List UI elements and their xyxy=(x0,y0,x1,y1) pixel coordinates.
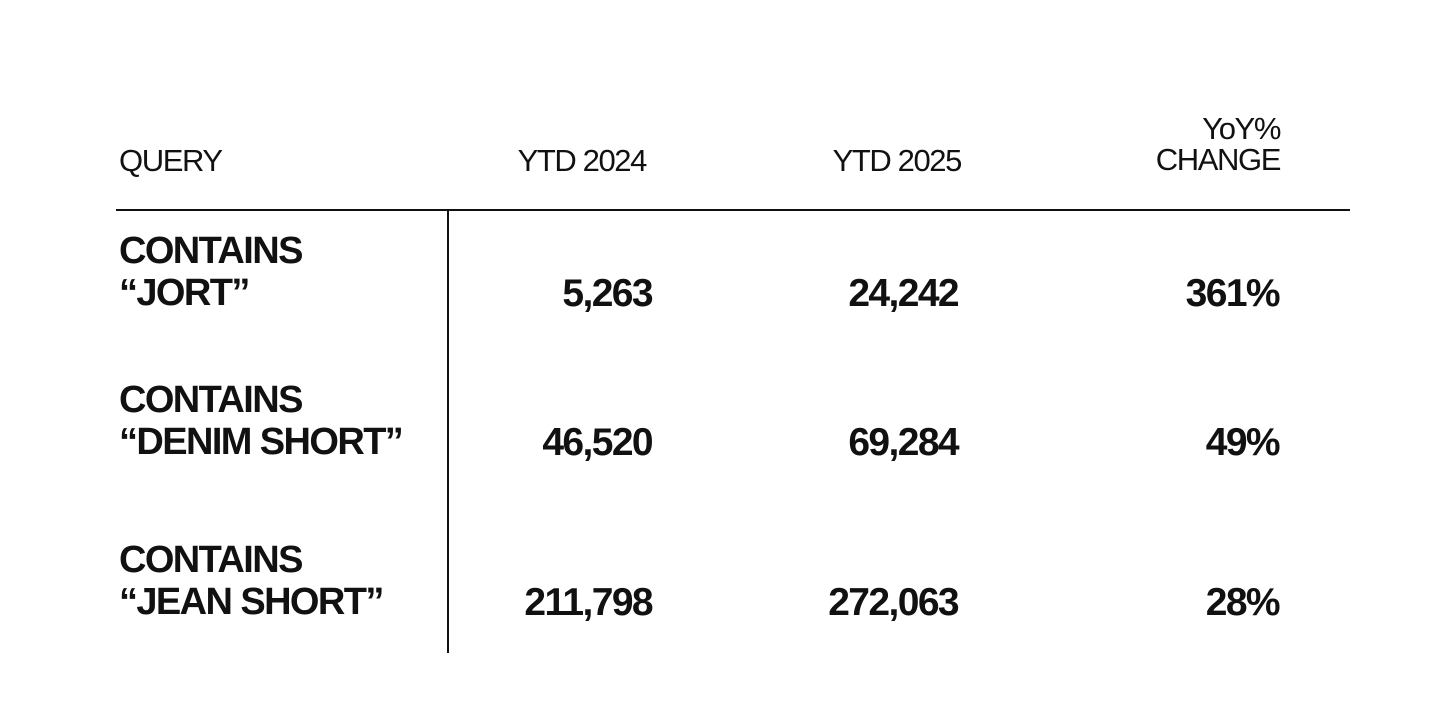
header-query: QUERY xyxy=(119,143,223,178)
row-3-query: CONTAINS “JEAN SHORT” xyxy=(119,539,384,623)
header-ytd-2025: YTD 2025 xyxy=(832,143,963,178)
row-1-yoy-change: 361% xyxy=(1185,272,1281,315)
row-1-ytd-2025: 24,242 xyxy=(848,272,959,315)
row-1-query-line2: “JORT” xyxy=(119,272,250,314)
row-2-query-line1: CONTAINS xyxy=(119,379,303,421)
row-3-ytd-2025: 272,063 xyxy=(828,581,959,624)
header-ytd-2024: YTD 2024 xyxy=(517,143,648,178)
header-yoy-change: YoY% CHANGE xyxy=(1155,111,1282,177)
header-yoy-line1: YoY% xyxy=(1202,111,1281,146)
row-3-query-line2: “JEAN SHORT” xyxy=(119,581,384,623)
row-1-query: CONTAINS “JORT” xyxy=(119,230,303,314)
column-divider xyxy=(447,210,449,653)
row-1-ytd-2024: 5,263 xyxy=(562,272,653,315)
row-3-query-line1: CONTAINS xyxy=(119,539,303,581)
row-2-ytd-2024: 46,520 xyxy=(542,421,653,464)
header-yoy-line2: CHANGE xyxy=(1155,142,1282,177)
row-3-ytd-2024: 211,798 xyxy=(524,581,653,624)
row-2-ytd-2025: 69,284 xyxy=(848,421,959,464)
row-3-yoy-change: 28% xyxy=(1205,581,1281,624)
header-divider xyxy=(116,209,1350,211)
row-2-query: CONTAINS “DENIM SHORT” xyxy=(119,379,404,463)
row-2-yoy-change: 49% xyxy=(1205,421,1281,464)
row-1-query-line1: CONTAINS xyxy=(119,230,303,272)
row-2-query-line2: “DENIM SHORT” xyxy=(119,421,404,463)
